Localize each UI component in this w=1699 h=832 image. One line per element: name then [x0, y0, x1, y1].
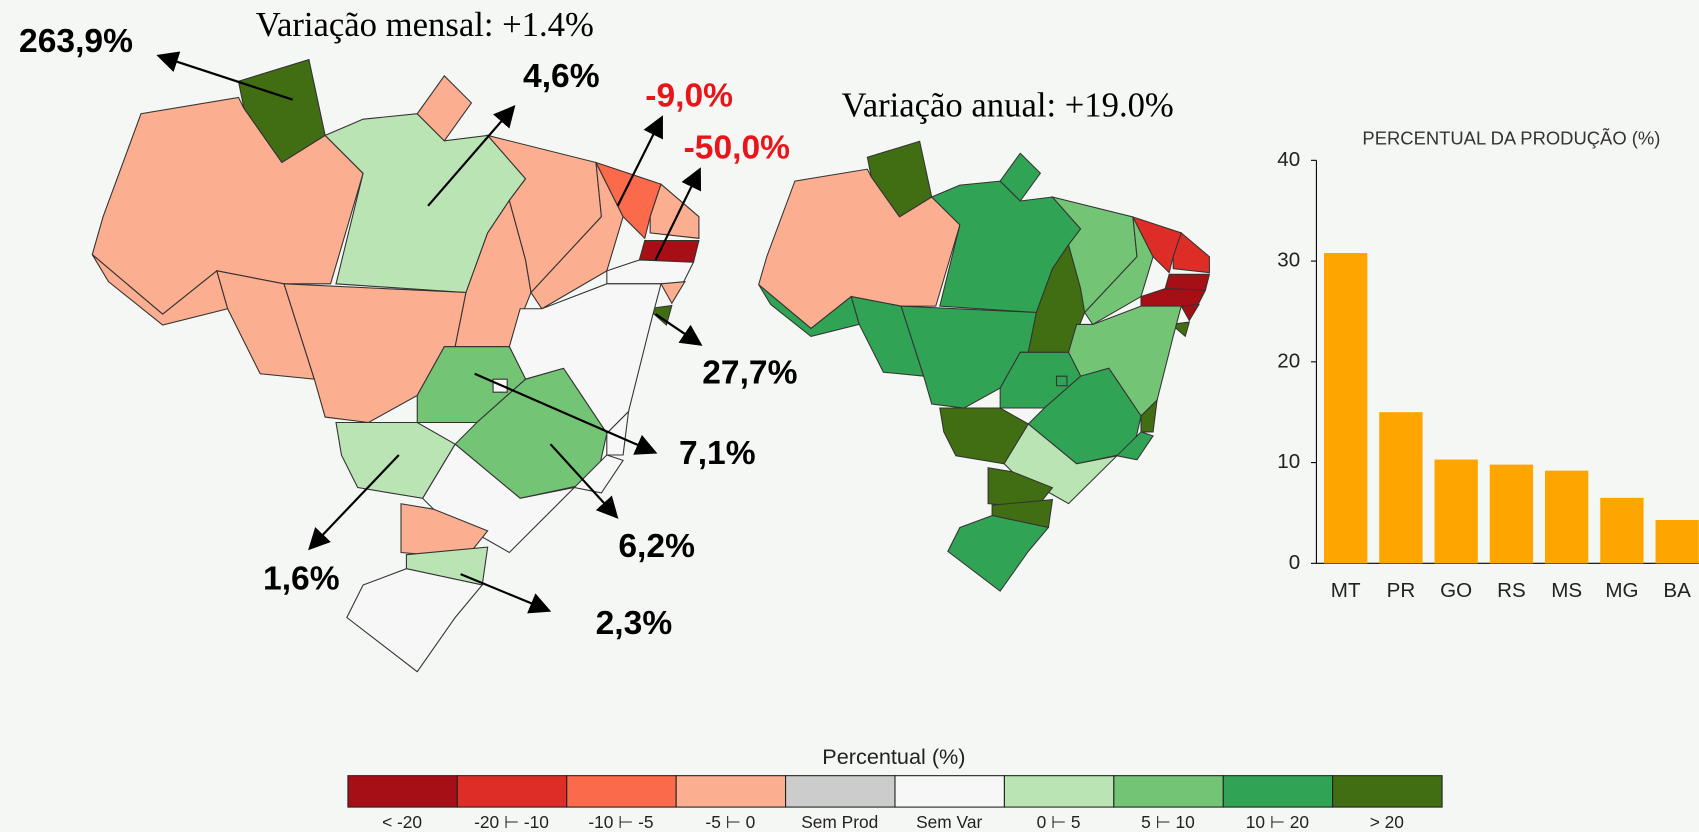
state — [1140, 288, 1207, 307]
x-tick-label: RS — [1497, 579, 1526, 602]
state — [1164, 273, 1211, 291]
bar — [1600, 497, 1644, 564]
x-tick-label: BA — [1663, 579, 1691, 602]
state — [216, 270, 316, 380]
bar — [1379, 412, 1423, 564]
state — [1140, 398, 1158, 433]
annotation: 6,2% — [618, 528, 695, 565]
arrow — [474, 372, 658, 455]
map-title: Variação anual: +19.0% — [842, 86, 1174, 124]
annotation: 7,1% — [679, 435, 756, 472]
bar — [1324, 253, 1368, 564]
arrow — [427, 105, 516, 207]
state — [346, 568, 484, 673]
state — [416, 74, 473, 142]
legend-label: -20 ⊢ -10 — [474, 812, 549, 832]
y-tick-label: 0 — [1289, 551, 1300, 574]
bar — [1655, 520, 1699, 564]
state — [987, 467, 1054, 509]
state — [850, 295, 925, 377]
annotation: -9,0% — [645, 77, 733, 114]
arrow — [156, 51, 294, 101]
legend-title: Percentual (%) — [822, 744, 965, 769]
annotations: 263,9% 4,6% -9,0% -50,0% 27,7% 7,1% 6,2% 1,6% 2,… — [19, 23, 797, 642]
x-tick-label: MG — [1605, 579, 1638, 602]
state — [606, 410, 630, 456]
arrow — [616, 115, 663, 207]
arrow — [654, 167, 702, 261]
legend-label: Sem Prod — [801, 812, 878, 832]
state — [649, 183, 700, 239]
legend-swatch — [456, 775, 568, 808]
state — [1172, 231, 1210, 274]
chart-title: PERCENTUAL DA PRODUÇÃO (%) — [1362, 128, 1660, 149]
annotation: 2,3% — [596, 605, 673, 642]
map-monthly — [91, 58, 700, 673]
state — [660, 281, 686, 305]
state — [606, 259, 695, 285]
state — [999, 152, 1042, 202]
y-tick-label: 30 — [1277, 249, 1300, 272]
annotation: 1,6% — [263, 561, 340, 598]
annotation: 263,9% — [19, 23, 133, 60]
legend-swatch — [675, 775, 787, 808]
map-annual — [758, 140, 1211, 592]
bar — [1489, 464, 1534, 564]
legend-swatch — [785, 775, 896, 808]
legend-swatch — [566, 775, 677, 808]
y-tick-label: 10 — [1277, 450, 1300, 473]
map-title: Variação mensal: +1.4% — [256, 6, 594, 44]
y-tick-label: 20 — [1277, 349, 1300, 372]
legend-swatch — [1003, 775, 1115, 808]
legend: Percentual (%) < -20 -20 ⊢ -10 -10 ⊢ -5 -5 ⊢… — [347, 744, 1443, 832]
legend-label: -10 ⊢ -5 — [588, 812, 653, 832]
legend-label: 10 ⊢ 20 — [1246, 812, 1309, 832]
legend-swatch — [894, 775, 1005, 808]
legend-swatch — [347, 775, 458, 808]
state — [1131, 216, 1182, 274]
arrow — [654, 313, 703, 346]
state — [1055, 375, 1068, 387]
bar — [1545, 470, 1589, 564]
legend-swatch — [1332, 775, 1443, 808]
state — [947, 514, 1050, 592]
x-tick-label: GO — [1440, 579, 1472, 602]
bar-chart: PERCENTUAL DA PRODUÇÃO (%) 0 10 20 30 40 MT PR G… — [1277, 128, 1699, 602]
state — [638, 239, 700, 263]
legend-label: 5 ⊢ 10 — [1141, 812, 1195, 832]
legend-label: < -20 — [382, 812, 422, 832]
annotation: 27,7% — [702, 355, 797, 392]
x-tick-label: PR — [1387, 579, 1416, 602]
legend-label: -5 ⊢ 0 — [705, 812, 755, 832]
state — [594, 161, 662, 240]
state — [1180, 303, 1200, 322]
annotation: 4,6% — [523, 58, 600, 95]
annotation: -50,0% — [684, 129, 790, 166]
x-tick-label: MT — [1331, 579, 1361, 602]
y-tick-label: 40 — [1277, 148, 1300, 171]
legend-swatch — [1113, 775, 1224, 808]
state — [1115, 431, 1154, 461]
legend-label: > 20 — [1370, 812, 1404, 832]
legend-label: 0 ⊢ 5 — [1037, 812, 1081, 832]
state — [400, 503, 489, 559]
arrow — [549, 443, 619, 519]
legend-swatch — [1222, 775, 1334, 808]
arrow — [460, 573, 552, 614]
legend-label: Sem Var — [916, 812, 982, 832]
arrow — [308, 454, 400, 551]
x-tick-label: MS — [1551, 579, 1582, 602]
bar — [1434, 459, 1478, 564]
